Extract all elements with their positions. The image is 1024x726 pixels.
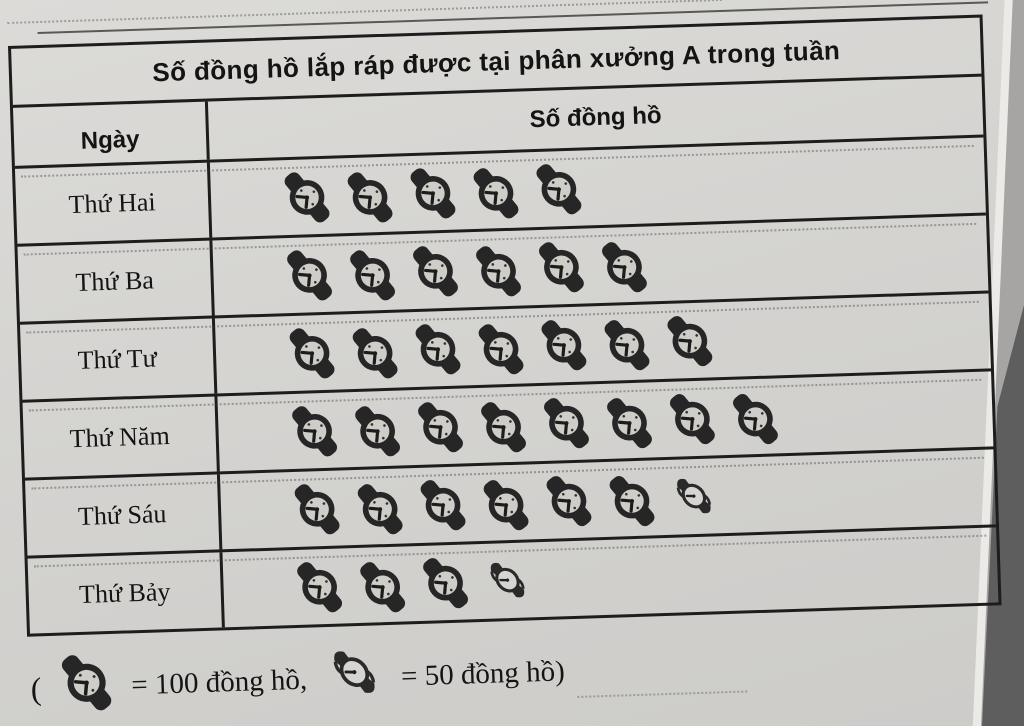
day-cell: Thứ Sáu: [25, 474, 223, 556]
day-label: Thứ Ba: [74, 264, 155, 297]
column-header-count-label: Số đồng hồ: [529, 101, 663, 134]
icon-cell: [222, 527, 998, 627]
day-cell: Thứ Tư: [20, 318, 218, 400]
watch-icon: [61, 655, 111, 711]
watch-icon: [418, 401, 463, 452]
pictograph-table: Số đồng hồ lắp ráp được tại phân xưởng A…: [8, 14, 1002, 637]
watch-icon: [52, 649, 120, 725]
watch-icon: [350, 249, 395, 300]
icon-cell: [220, 449, 996, 549]
column-header-day-label: Ngày: [80, 125, 140, 155]
day-label: Thứ Năm: [69, 420, 171, 453]
table-row: Thứ Hai: [14, 137, 986, 247]
table-row: Thứ Bảy: [27, 527, 999, 634]
column-header-day: Ngày: [12, 101, 210, 166]
day-cell: Thứ Bảy: [27, 552, 225, 634]
icon-cell: [217, 371, 993, 471]
table-row: Thứ Năm: [22, 371, 994, 481]
watch-icon: [289, 327, 335, 378]
day-label: Thứ Tư: [77, 342, 158, 375]
watch-icon: [607, 397, 652, 448]
watch-icon: [357, 483, 403, 534]
watch-icon: [420, 479, 466, 530]
watch-icon: [413, 245, 458, 296]
day-cell: Thứ Hai: [14, 162, 213, 244]
legend-half-label: = 50 đồng hồ): [400, 654, 566, 693]
day-cell: Thứ Năm: [22, 396, 220, 478]
watch-icon: [352, 327, 398, 378]
icon-cell: [212, 216, 988, 316]
dotted-artifact: [577, 690, 748, 698]
watch-icon: [604, 319, 650, 370]
table-row: Thứ Ba: [17, 215, 989, 325]
half-watch-icon: [490, 562, 525, 597]
watch-icon: [287, 249, 332, 300]
watch-icon: [360, 561, 406, 612]
watch-icon: [669, 393, 715, 444]
watch-icon: [476, 245, 521, 296]
half-watch-icon: [676, 478, 712, 513]
watch-icon: [544, 397, 589, 448]
icon-cell: [210, 138, 986, 238]
watch-icon: [538, 241, 584, 292]
watch-icon: [292, 405, 338, 456]
watch-icon: [347, 171, 393, 222]
icon-cell: [215, 293, 991, 393]
watch-icon: [355, 405, 401, 456]
day-label: Thứ Sáu: [77, 498, 167, 531]
watch-icon: [294, 483, 340, 534]
watch-icon: [536, 163, 582, 214]
watch-icon: [541, 319, 587, 370]
watch-icon: [732, 393, 778, 444]
watch-icon: [481, 401, 526, 452]
legend-open-paren: (: [30, 669, 42, 707]
dotted-artifact: [7, 0, 722, 25]
watch-icon: [423, 557, 468, 608]
legend: ( = 100 đồng hồ, = 50 đồng hồ): [28, 620, 1005, 725]
legend-full-label: = 100 đồng hồ,: [130, 663, 308, 701]
paper-sheet: Số đồng hồ lắp ráp được tại phân xưởng A…: [7, 0, 1005, 726]
watch-icon: [667, 315, 713, 366]
watch-icon: [478, 323, 524, 374]
day-label: Thứ Bảy: [78, 576, 171, 609]
watch-icon: [546, 475, 592, 526]
table-title-text: Số đồng hồ lắp ráp được tại phân xưởng A…: [151, 34, 841, 87]
table-row: Thứ Tư: [20, 293, 992, 403]
table-rows: Thứ Hai: [14, 137, 999, 634]
watch-icon: [602, 241, 647, 292]
watch-icon: [415, 323, 461, 374]
day-cell: Thứ Ba: [17, 240, 215, 322]
watch-icon: [284, 171, 330, 222]
watch-icon: [297, 561, 343, 612]
day-label: Thứ Hai: [68, 186, 157, 219]
watch-icon: [609, 475, 655, 526]
half-watch-icon: [333, 651, 375, 693]
watch-icon: [473, 167, 519, 218]
table-row: Thứ Sáu: [25, 449, 997, 559]
watch-icon: [483, 479, 529, 530]
watch-icon: [410, 167, 456, 218]
half-watch-icon: [318, 640, 390, 716]
